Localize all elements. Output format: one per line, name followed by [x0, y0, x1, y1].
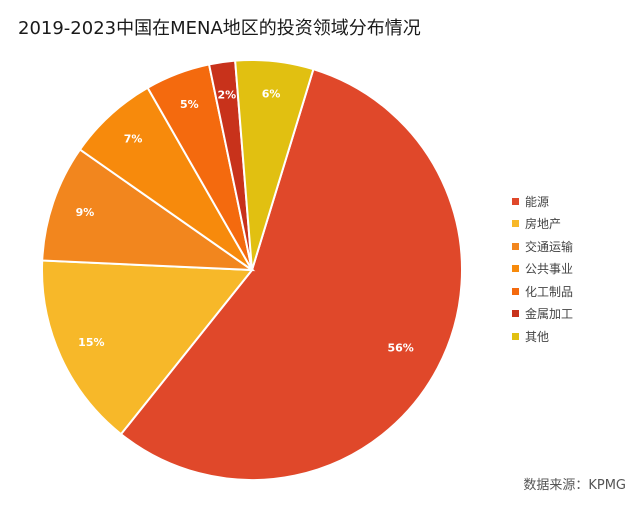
legend-label: 能源 [525, 194, 550, 209]
pie-slice-2 [41, 148, 256, 272]
legend-swatch [512, 197, 519, 205]
legend-swatch [512, 287, 519, 295]
slice-label-2: 9% [76, 206, 95, 219]
legend-label: 公共事业 [525, 262, 574, 277]
legend-swatch [512, 310, 519, 318]
legend-item-3: 公共事业 [512, 258, 573, 281]
legend-swatch [512, 220, 519, 228]
legend-swatch [512, 265, 519, 273]
legend-label: 化工制品 [525, 284, 574, 299]
pie-slice-1 [41, 259, 255, 436]
legend-item-5: 金属加工 [512, 303, 573, 326]
slice-label-0: 56% [387, 341, 413, 354]
legend-label: 金属加工 [525, 307, 574, 322]
legend-label: 其他 [525, 329, 550, 344]
pie-slice-0 [119, 67, 463, 481]
slice-label-6: 6% [262, 88, 281, 101]
legend-item-0: 能源 [512, 190, 573, 213]
legend-label: 房地产 [525, 217, 562, 232]
pie-slice-6 [234, 59, 315, 271]
legend-item-1: 房地产 [512, 213, 573, 236]
legend: 能源房地产交通运输公共事业化工制品金属加工其他 [512, 190, 573, 348]
source-note: 数据来源：KPMG [523, 478, 626, 493]
legend-swatch [512, 242, 519, 250]
slice-label-4: 5% [180, 98, 199, 111]
slice-label-3: 7% [124, 133, 143, 146]
legend-label: 交通运输 [525, 239, 574, 254]
legend-swatch [512, 332, 519, 340]
legend-item-4: 化工制品 [512, 280, 573, 303]
slice-label-1: 15% [78, 336, 104, 349]
chart-title: 2019-2023中国在MENA地区的投资领域分布情况 [18, 18, 421, 39]
legend-item-2: 交通运输 [512, 235, 573, 258]
slice-label-5: 2% [217, 88, 236, 101]
legend-item-6: 其他 [512, 325, 573, 348]
